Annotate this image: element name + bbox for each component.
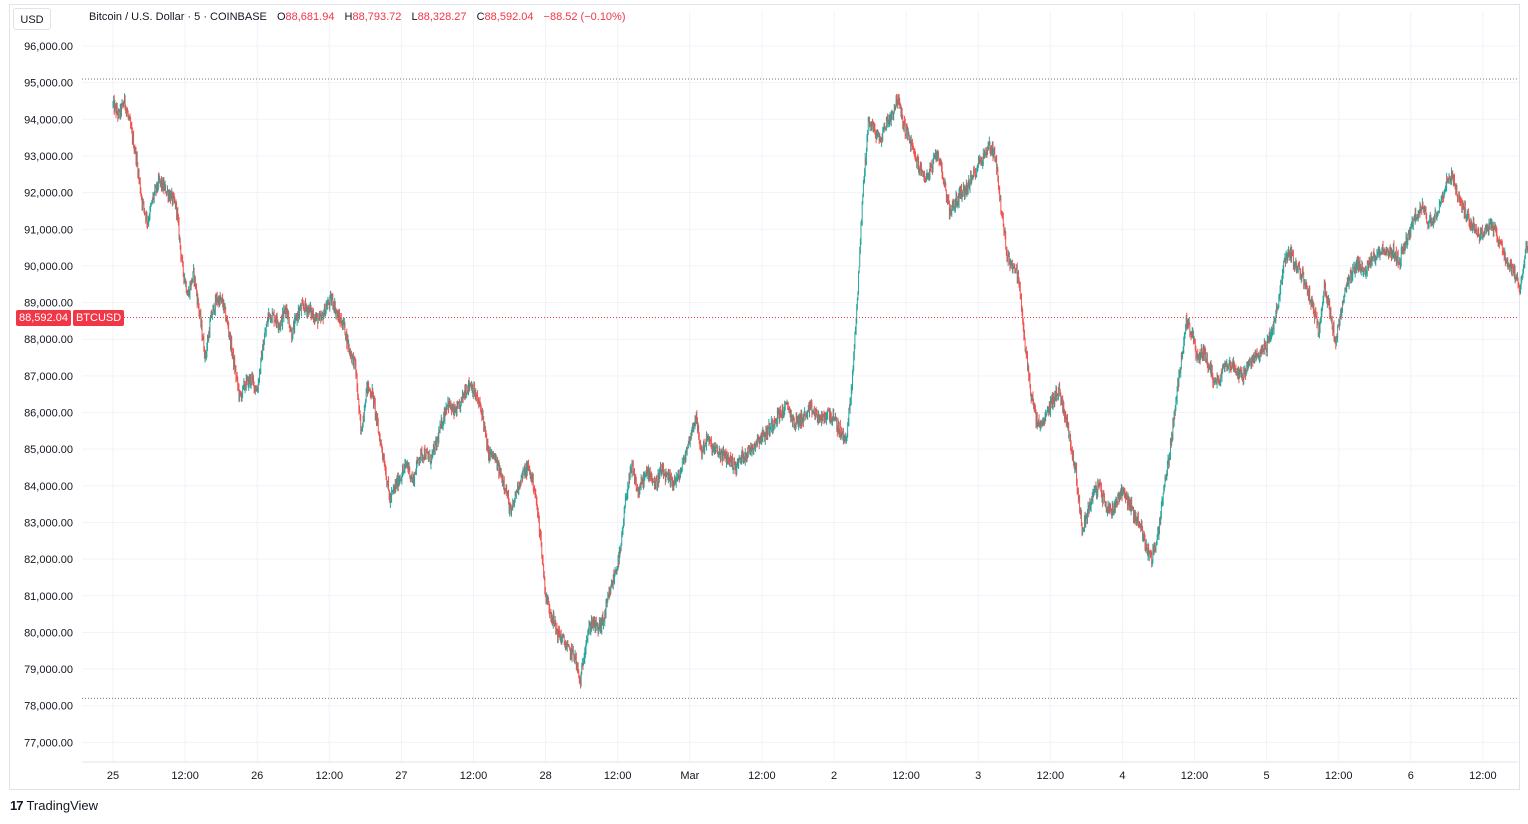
x-tick-label: 12:00 <box>748 770 776 782</box>
legend-close-label: C <box>476 11 485 23</box>
legend-open-value: 88,681.94 <box>285 11 335 23</box>
y-tick-label: 89,000.00 <box>24 298 73 310</box>
y-tick-label: 79,000.00 <box>24 664 73 676</box>
y-tick-label: 93,000.00 <box>24 151 73 163</box>
y-tick-label: 91,000.00 <box>24 224 73 236</box>
y-tick-label: 81,000.00 <box>24 591 73 603</box>
legend-low-label: L <box>411 11 418 23</box>
x-tick-label: 12:00 <box>1037 770 1065 782</box>
y-tick-label: 77,000.00 <box>24 737 73 749</box>
x-tick-label: 6 <box>1408 770 1414 782</box>
y-tick-label: 80,000.00 <box>24 627 73 639</box>
y-tick-label: 95,000.00 <box>24 78 73 90</box>
x-tick-label: 12:00 <box>1181 770 1209 782</box>
x-tick-label: 27 <box>395 770 407 782</box>
y-tick-label: 87,000.00 <box>24 371 73 383</box>
legend-instrument[interactable]: Bitcoin / U.S. Dollar · 5 · COINBASE <box>89 11 267 23</box>
y-tick-label: 84,000.00 <box>24 481 73 493</box>
x-tick-label: 2 <box>831 770 837 782</box>
legend-high-value: 88,793.72 <box>352 11 402 23</box>
tradingview-logo-icon: 17 <box>10 798 24 813</box>
x-tick-label: Mar <box>680 770 699 782</box>
legend-low-value: 88,328.27 <box>417 11 467 23</box>
x-tick-label: 12:00 <box>1469 770 1497 782</box>
currency-button[interactable]: USD <box>13 8 51 30</box>
y-tick-label: 94,000.00 <box>24 114 73 126</box>
x-tick-label: 12:00 <box>892 770 920 782</box>
y-tick-label: 96,000.00 <box>24 41 73 53</box>
x-tick-label: 4 <box>1119 770 1125 782</box>
x-tick-label: 26 <box>251 770 263 782</box>
y-tick-label: 83,000.00 <box>24 517 73 529</box>
x-tick-label: 12:00 <box>171 770 199 782</box>
y-tick-label: 78,000.00 <box>24 701 73 713</box>
tradingview-brand[interactable]: 17 TradingView <box>10 798 98 813</box>
x-tick-label: 12:00 <box>604 770 632 782</box>
tradingview-name: TradingView <box>26 798 99 813</box>
x-tick-label: 3 <box>975 770 981 782</box>
legend-change: −88.52 (−0.10%) <box>543 11 626 23</box>
legend-close-value: 88,592.04 <box>484 11 534 23</box>
y-tick-label: 92,000.00 <box>24 188 73 200</box>
legend-high-label: H <box>344 11 353 23</box>
last-price-symbol: BTCUSD <box>72 310 125 326</box>
x-tick-label: 28 <box>539 770 551 782</box>
y-tick-label: 88,000.00 <box>24 334 73 346</box>
last-price-label: 88,592.04 BTCUSD <box>16 310 125 326</box>
x-tick-label: 25 <box>107 770 119 782</box>
x-tick-label: 12:00 <box>1325 770 1353 782</box>
x-tick-label: 12:00 <box>316 770 344 782</box>
y-tick-label: 82,000.00 <box>24 554 73 566</box>
legend-open-label: O <box>276 11 286 23</box>
symbol-legend: Bitcoin / U.S. Dollar · 5 · COINBASE O88… <box>89 11 626 23</box>
last-price-value: 88,592.04 <box>16 310 71 326</box>
y-tick-label: 90,000.00 <box>24 261 73 273</box>
y-tick-label: 86,000.00 <box>24 408 73 420</box>
chart-frame[interactable] <box>9 4 1520 790</box>
x-tick-label: 5 <box>1264 770 1270 782</box>
x-tick-label: 12:00 <box>460 770 488 782</box>
y-tick-label: 85,000.00 <box>24 444 73 456</box>
